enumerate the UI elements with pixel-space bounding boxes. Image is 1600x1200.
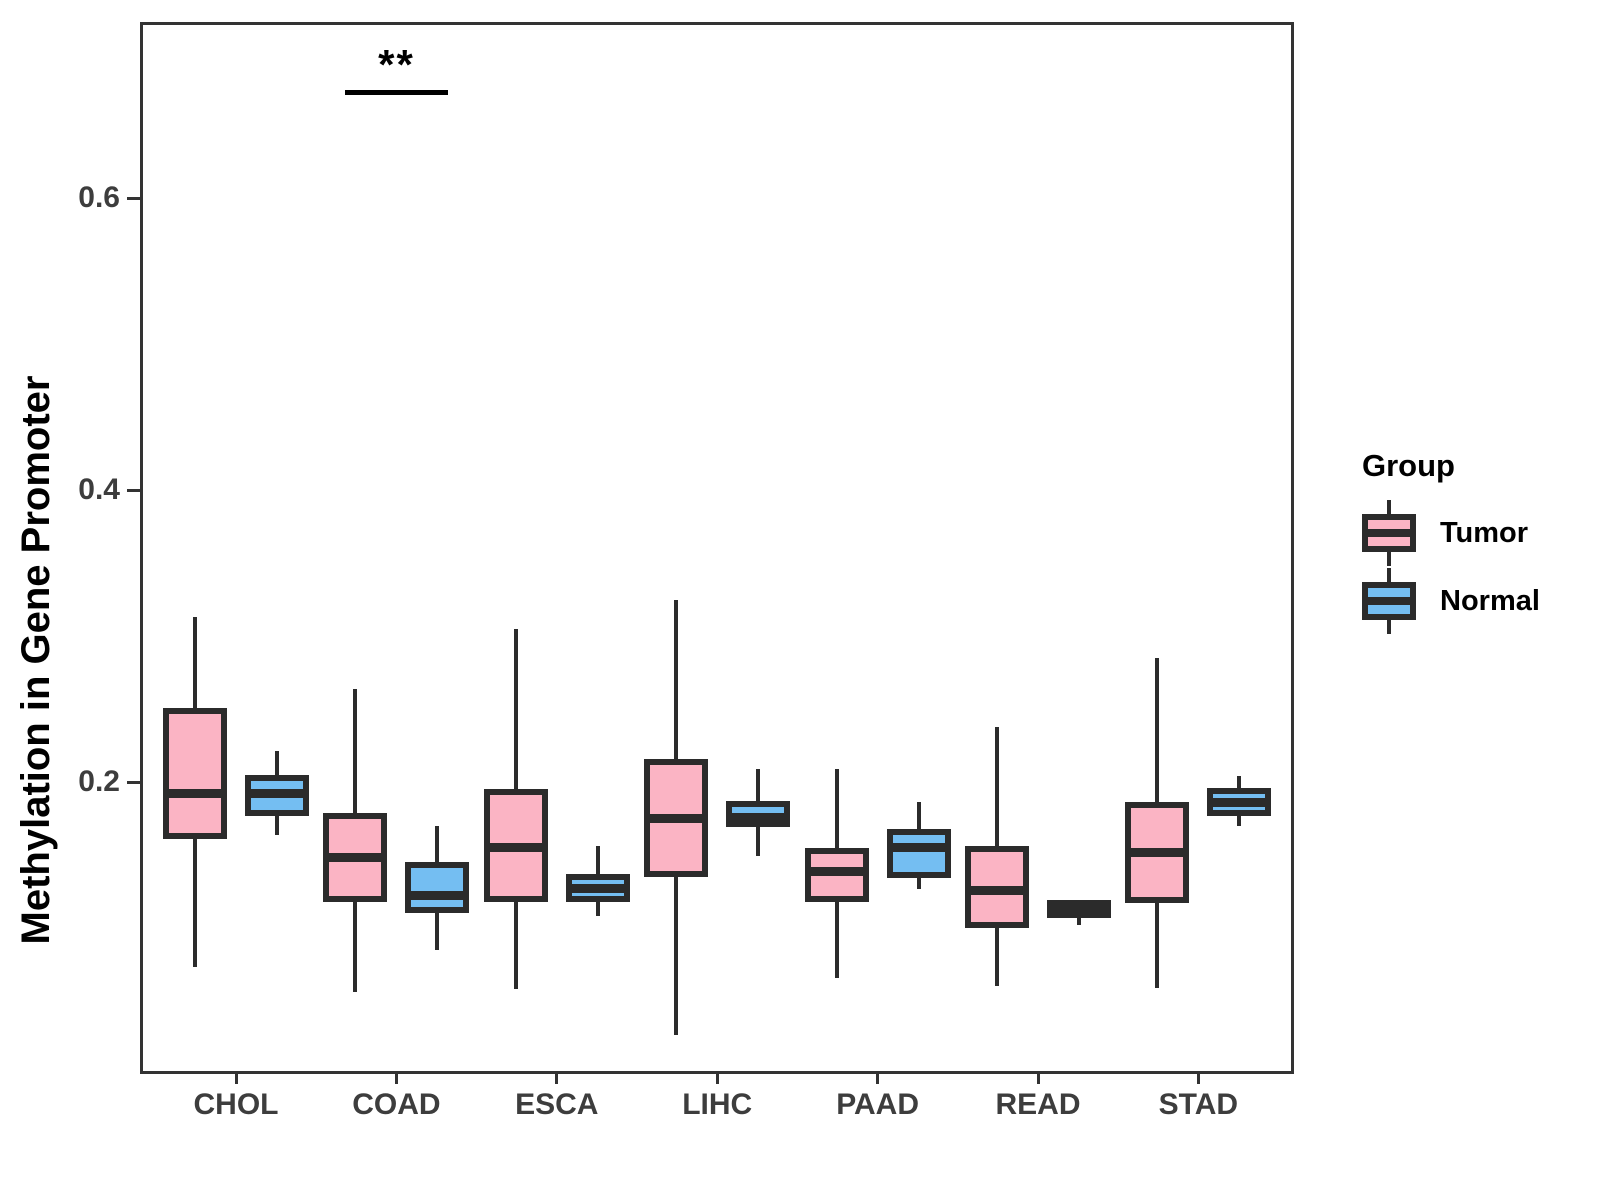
whisker-high-tumor-paad bbox=[834, 768, 839, 848]
plot-panel: ** bbox=[140, 22, 1294, 1074]
whisker-low-tumor-esca bbox=[513, 901, 518, 990]
significance-bracket bbox=[345, 90, 448, 95]
whisker-low-tumor-chol bbox=[193, 838, 197, 968]
whisker-high-tumor-lihc bbox=[674, 599, 679, 759]
whisker-low-normal-coad bbox=[435, 913, 440, 950]
whisker-high-normal-esca bbox=[595, 846, 600, 874]
y-tick-label-0.4: 0.4 bbox=[78, 473, 120, 506]
median-normal-paad bbox=[886, 843, 951, 853]
median-tumor-paad bbox=[804, 866, 869, 876]
y-tick-mark-0.2 bbox=[127, 780, 140, 784]
whisker-low-tumor-paad bbox=[834, 901, 839, 978]
legend-item-tumor: Tumor bbox=[1362, 500, 1540, 566]
x-tick-label-stad: STAD bbox=[1158, 1088, 1239, 1121]
y-axis-title: Methylation in Gene Promoter bbox=[14, 375, 58, 945]
x-tick-mark-stad bbox=[1196, 1074, 1200, 1084]
key-median bbox=[1362, 597, 1416, 605]
x-tick-mark-paad bbox=[876, 1074, 880, 1084]
x-tick-mark-esca bbox=[555, 1074, 559, 1084]
y-tick-label-0.2: 0.2 bbox=[78, 765, 120, 798]
whisker-low-normal-chol bbox=[275, 815, 279, 835]
key-median bbox=[1362, 529, 1416, 537]
x-tick-label-esca: ESCA bbox=[515, 1088, 599, 1121]
median-tumor-chol bbox=[163, 789, 227, 799]
whisker-high-tumor-stad bbox=[1155, 657, 1160, 803]
whisker-low-normal-lihc bbox=[756, 827, 761, 857]
whisker-high-tumor-read bbox=[995, 726, 999, 847]
whisker-high-normal-chol bbox=[275, 751, 279, 775]
whisker-high-normal-lihc bbox=[756, 768, 761, 801]
median-tumor-stad bbox=[1125, 847, 1190, 857]
whisker-high-normal-stad bbox=[1237, 776, 1242, 788]
median-tumor-esca bbox=[483, 843, 548, 853]
median-normal-chol bbox=[245, 789, 309, 799]
x-tick-label-lihc: LIHC bbox=[682, 1088, 753, 1121]
whisker-high-normal-coad bbox=[435, 825, 440, 863]
whisker-low-tumor-coad bbox=[353, 901, 358, 993]
y-tick-mark-0.6 bbox=[127, 196, 140, 200]
median-tumor-coad bbox=[323, 853, 388, 863]
whisker-low-normal-stad bbox=[1237, 815, 1242, 826]
x-tick-mark-chol bbox=[234, 1074, 238, 1084]
whisker-high-tumor-coad bbox=[353, 688, 358, 813]
whisker-low-tumor-stad bbox=[1155, 903, 1160, 988]
legend-item-normal: Normal bbox=[1362, 568, 1540, 634]
whisker-low-tumor-lihc bbox=[674, 876, 679, 1035]
whisker-high-tumor-chol bbox=[193, 617, 197, 708]
median-normal-read bbox=[1047, 904, 1111, 914]
x-tick-label-coad: COAD bbox=[352, 1088, 441, 1121]
x-tick-mark-coad bbox=[394, 1074, 398, 1084]
x-tick-label-paad: PAAD bbox=[836, 1088, 919, 1121]
legend-title: Group bbox=[1362, 448, 1455, 483]
whisker-low-normal-esca bbox=[595, 901, 600, 917]
normal-boxplot-key-icon bbox=[1362, 568, 1416, 634]
median-normal-esca bbox=[565, 884, 630, 894]
median-tumor-read bbox=[965, 885, 1029, 895]
whisker-low-tumor-read bbox=[995, 928, 999, 987]
whisker-high-normal-paad bbox=[916, 802, 921, 829]
box-normal-paad bbox=[886, 828, 951, 879]
median-normal-coad bbox=[405, 891, 470, 901]
whisker-high-tumor-esca bbox=[513, 628, 518, 790]
median-normal-lihc bbox=[726, 812, 791, 822]
legend-label-tumor: Tumor bbox=[1440, 516, 1529, 549]
median-normal-stad bbox=[1207, 797, 1272, 807]
x-tick-mark-read bbox=[1036, 1074, 1040, 1084]
legend: Group Tumor Normal bbox=[1362, 448, 1540, 636]
significance-label: ** bbox=[378, 41, 415, 88]
box-tumor-chol bbox=[163, 707, 227, 839]
x-tick-label-chol: CHOL bbox=[193, 1088, 279, 1121]
whisker-low-normal-read bbox=[1077, 917, 1081, 926]
y-tick-label-0.6: 0.6 bbox=[78, 181, 120, 214]
median-tumor-lihc bbox=[644, 814, 709, 823]
x-tick-mark-lihc bbox=[715, 1074, 719, 1084]
tumor-boxplot-key-icon bbox=[1362, 500, 1416, 566]
box-normal-coad bbox=[405, 862, 470, 914]
x-tick-label-read: READ bbox=[995, 1088, 1081, 1121]
whisker-low-normal-paad bbox=[916, 878, 921, 889]
y-tick-mark-0.4 bbox=[127, 488, 140, 492]
legend-label-normal: Normal bbox=[1440, 584, 1540, 617]
